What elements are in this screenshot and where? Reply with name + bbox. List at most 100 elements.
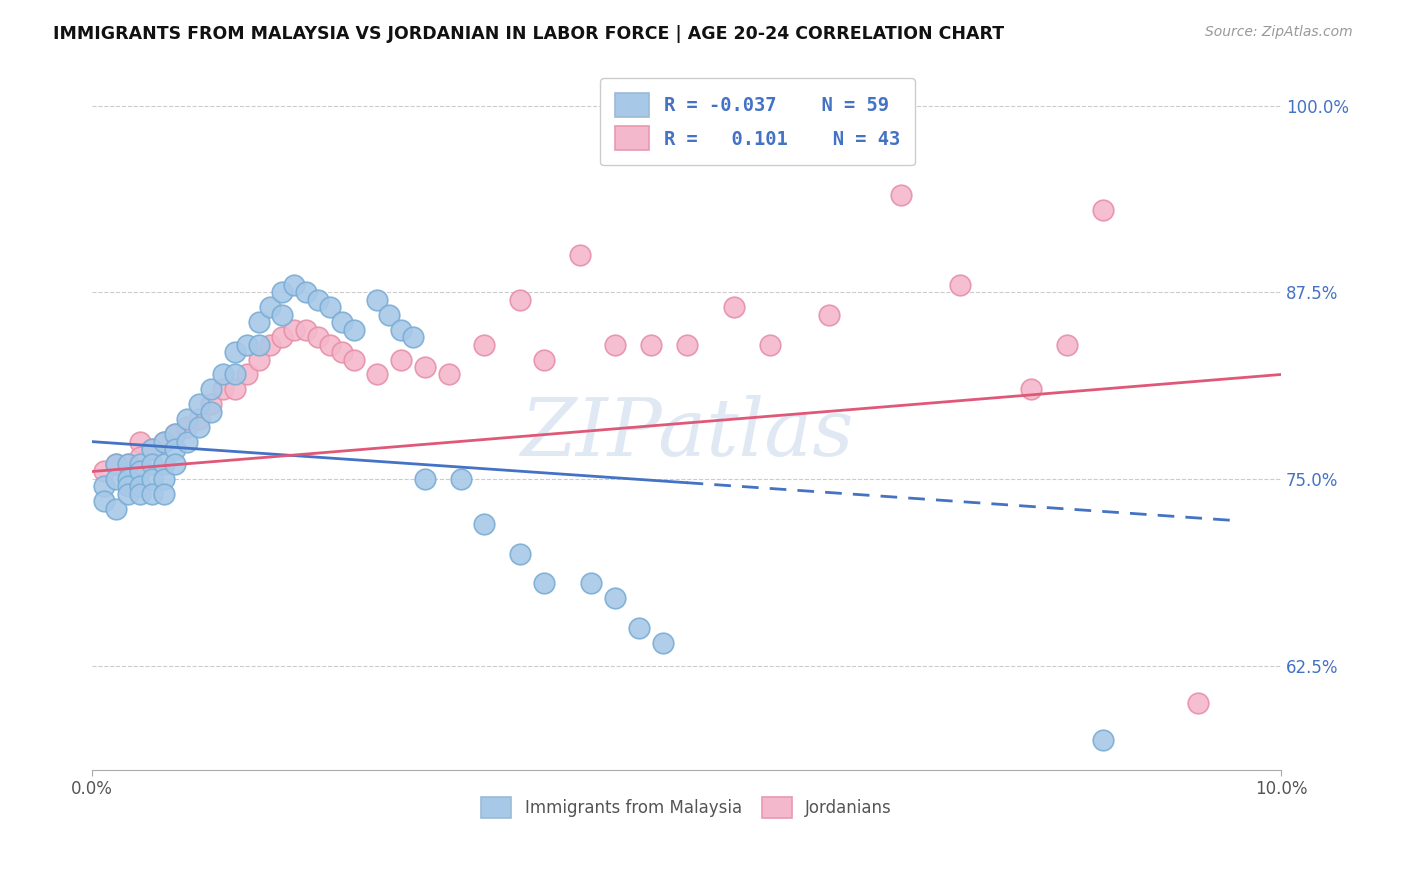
Point [271, 330, 294, 344]
Point [1021, 383, 1043, 397]
Point [271, 308, 294, 322]
Point [568, 248, 591, 262]
Point [413, 359, 436, 374]
Point [389, 352, 412, 367]
Point [224, 368, 246, 382]
Point [283, 277, 305, 292]
Point [366, 293, 388, 307]
Point [128, 434, 150, 449]
Point [128, 479, 150, 493]
Point [165, 442, 187, 456]
Point [235, 368, 257, 382]
Point [235, 337, 257, 351]
Point [283, 323, 305, 337]
Point [152, 434, 174, 449]
Point [200, 405, 222, 419]
Point [247, 352, 270, 367]
Point [212, 368, 235, 382]
Point [605, 337, 627, 351]
Point [200, 383, 222, 397]
Point [247, 337, 270, 351]
Point [176, 412, 198, 426]
Point [104, 501, 127, 516]
Text: ZIPatlas: ZIPatlas [520, 394, 853, 472]
Point [165, 427, 187, 442]
Point [509, 547, 531, 561]
Point [605, 591, 627, 606]
Point [533, 352, 555, 367]
Point [307, 330, 329, 344]
Legend: Immigrants from Malaysia, Jordanians: Immigrants from Malaysia, Jordanians [475, 790, 898, 825]
Point [330, 345, 353, 359]
Point [152, 487, 174, 501]
Point [413, 472, 436, 486]
Point [128, 487, 150, 501]
Point [1091, 733, 1114, 747]
Point [675, 337, 697, 351]
Point [627, 621, 650, 635]
Point [271, 285, 294, 300]
Point [366, 368, 388, 382]
Point [176, 434, 198, 449]
Point [330, 315, 353, 329]
Point [152, 434, 174, 449]
Point [818, 308, 841, 322]
Point [509, 293, 531, 307]
Point [141, 487, 163, 501]
Point [247, 315, 270, 329]
Point [104, 457, 127, 471]
Point [1056, 337, 1078, 351]
Point [141, 472, 163, 486]
Point [117, 457, 139, 471]
Point [319, 301, 342, 315]
Point [117, 479, 139, 493]
Point [93, 479, 115, 493]
Point [389, 323, 412, 337]
Point [307, 293, 329, 307]
Point [949, 277, 972, 292]
Point [188, 412, 211, 426]
Point [437, 368, 460, 382]
Point [93, 465, 115, 479]
Point [319, 337, 342, 351]
Point [890, 188, 912, 202]
Point [188, 397, 211, 411]
Point [141, 442, 163, 456]
Point [224, 345, 246, 359]
Point [93, 494, 115, 508]
Point [117, 487, 139, 501]
Point [723, 301, 745, 315]
Point [295, 323, 318, 337]
Point [533, 576, 555, 591]
Point [104, 457, 127, 471]
Point [651, 636, 673, 650]
Point [474, 516, 496, 531]
Point [581, 576, 603, 591]
Point [128, 450, 150, 464]
Text: Source: ZipAtlas.com: Source: ZipAtlas.com [1205, 25, 1353, 39]
Point [259, 301, 281, 315]
Point [128, 457, 150, 471]
Text: IMMIGRANTS FROM MALAYSIA VS JORDANIAN IN LABOR FORCE | AGE 20-24 CORRELATION CHA: IMMIGRANTS FROM MALAYSIA VS JORDANIAN IN… [53, 25, 1004, 43]
Point [474, 337, 496, 351]
Point [141, 457, 163, 471]
Point [117, 457, 139, 471]
Point [165, 427, 187, 442]
Point [152, 472, 174, 486]
Point [141, 442, 163, 456]
Point [450, 472, 472, 486]
Point [176, 419, 198, 434]
Point [402, 330, 425, 344]
Point [165, 457, 187, 471]
Point [758, 337, 780, 351]
Point [200, 397, 222, 411]
Point [212, 383, 235, 397]
Point [378, 308, 401, 322]
Point [104, 472, 127, 486]
Point [188, 419, 211, 434]
Point [1187, 696, 1209, 710]
Point [295, 285, 318, 300]
Point [259, 337, 281, 351]
Point [640, 337, 662, 351]
Point [117, 472, 139, 486]
